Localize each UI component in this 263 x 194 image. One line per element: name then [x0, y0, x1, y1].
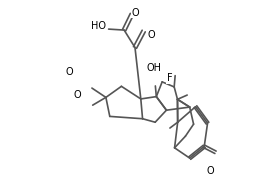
Text: HO: HO	[91, 21, 106, 31]
Text: F: F	[166, 73, 172, 83]
Text: O: O	[74, 90, 81, 100]
Text: OH: OH	[147, 62, 162, 73]
Text: O: O	[65, 67, 73, 77]
Text: O: O	[132, 8, 139, 18]
Text: O: O	[147, 30, 155, 40]
Text: O: O	[206, 166, 214, 176]
